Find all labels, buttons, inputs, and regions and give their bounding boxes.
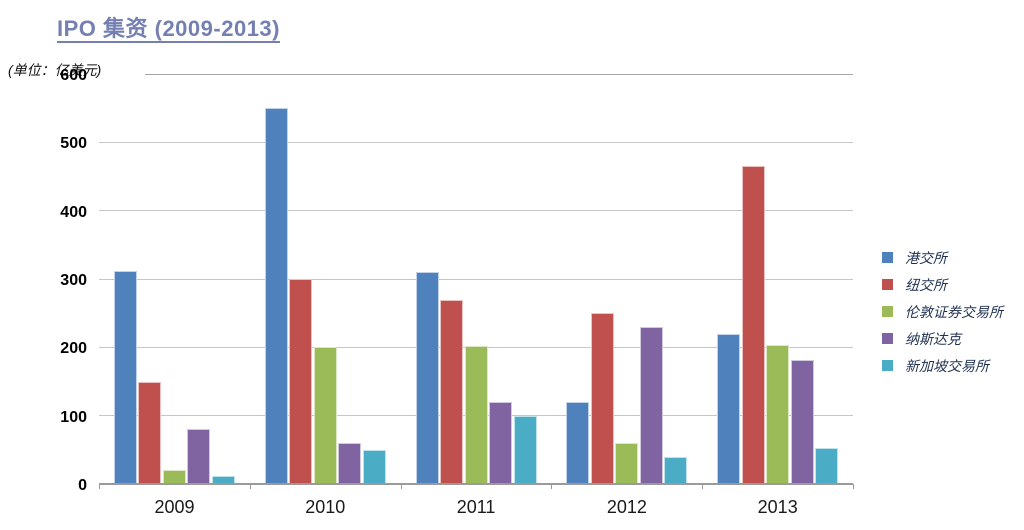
bar-新加坡交易所-2009: [211, 476, 235, 484]
x-axis-tick: [99, 484, 100, 489]
bar-纳斯达克-2012: [639, 326, 663, 484]
bar-新加坡交易所-2013: [815, 448, 839, 484]
x-axis-tick: [400, 484, 402, 489]
bar-港交所-2013: [717, 333, 741, 484]
unit-label: (单位：亿美元): [8, 60, 108, 80]
legend-label: 新加坡交易所: [905, 357, 989, 374]
legend-item-纽交所: 纽交所: [882, 271, 1022, 298]
x-axis-tick: [702, 484, 704, 489]
x-tick-label-2013: 2013: [757, 497, 798, 517]
x-axis-tick: [551, 484, 553, 489]
y-tick-label-600: 600: [60, 67, 87, 84]
bar-纳斯达克-2013: [790, 359, 814, 484]
legend-label: 港交所: [905, 249, 947, 266]
legend-label: 纳斯达克: [905, 330, 961, 347]
y-tick-label-400: 400: [60, 203, 87, 221]
legend-marker-icon: [882, 360, 893, 371]
legend-marker-icon: [882, 279, 893, 290]
y-tick-label-200: 200: [60, 340, 87, 358]
bar-伦敦证券交易所-2012: [615, 443, 639, 484]
x-tick-label-2012: 2012: [606, 497, 647, 517]
gridline-300: [99, 278, 853, 280]
bar-纳斯达克-2009: [187, 429, 211, 484]
legend-label: 纽交所: [905, 276, 947, 293]
gridline-400: [99, 210, 853, 212]
bar-纳斯达克-2011: [489, 402, 512, 484]
bar-纽交所-2011: [440, 299, 463, 484]
gridline-600: [145, 73, 853, 75]
bar-纽交所-2013: [741, 165, 765, 484]
bar-伦敦证券交易所-2010: [313, 347, 337, 484]
bar-新加坡交易所-2012: [664, 456, 688, 484]
legend-marker-icon: [882, 333, 893, 344]
legend-marker-icon: [882, 306, 893, 317]
bar-纽交所-2009: [138, 381, 162, 484]
legend: 港交所纽交所伦敦证券交易所 纳斯达克新加坡交易所: [882, 244, 1022, 379]
bar-新加坡交易所-2010: [362, 449, 386, 484]
gridline-500: [99, 141, 853, 143]
x-axis-tick: [853, 484, 854, 489]
chart-title: IPO 集资 (2009-2013): [57, 16, 280, 41]
bar-新加坡交易所-2011: [513, 415, 537, 484]
x-tick-label-2009: 2009: [154, 497, 195, 517]
x-tick-label-2011: 2011: [456, 497, 496, 517]
y-tick-label-500: 500: [60, 135, 87, 153]
bar-港交所-2012: [566, 402, 590, 484]
bar-纽交所-2010: [289, 279, 313, 484]
legend-item-新加坡交易所: 新加坡交易所: [882, 352, 1022, 379]
x-axis-tick: [249, 484, 251, 489]
legend-marker-icon: [882, 252, 893, 263]
legend-label: 伦敦证券交易所: [905, 303, 1003, 320]
bar-伦敦证券交易所-2011: [464, 345, 488, 484]
legend-item-伦敦证券交易所: 伦敦证券交易所: [882, 298, 1022, 325]
bar-纳斯达克-2010: [338, 443, 362, 484]
bar-港交所-2010: [264, 108, 288, 484]
bar-港交所-2009: [113, 270, 137, 484]
y-tick-label-300: 300: [60, 272, 87, 289]
y-tick-label-100: 100: [60, 408, 87, 426]
x-axis-line: [99, 483, 853, 485]
bar-纽交所-2012: [590, 313, 614, 484]
legend-item-港交所: 港交所: [882, 244, 1022, 271]
bar-港交所-2011: [415, 272, 439, 484]
bar-伦敦证券交易所-2009: [162, 470, 186, 484]
y-tick-label-0: 0: [78, 477, 87, 494]
bar-伦敦证券交易所-2013: [766, 345, 790, 484]
legend-item-纳斯达克: 纳斯达克: [882, 325, 1022, 352]
x-tick-label-2010: 2010: [305, 497, 346, 517]
